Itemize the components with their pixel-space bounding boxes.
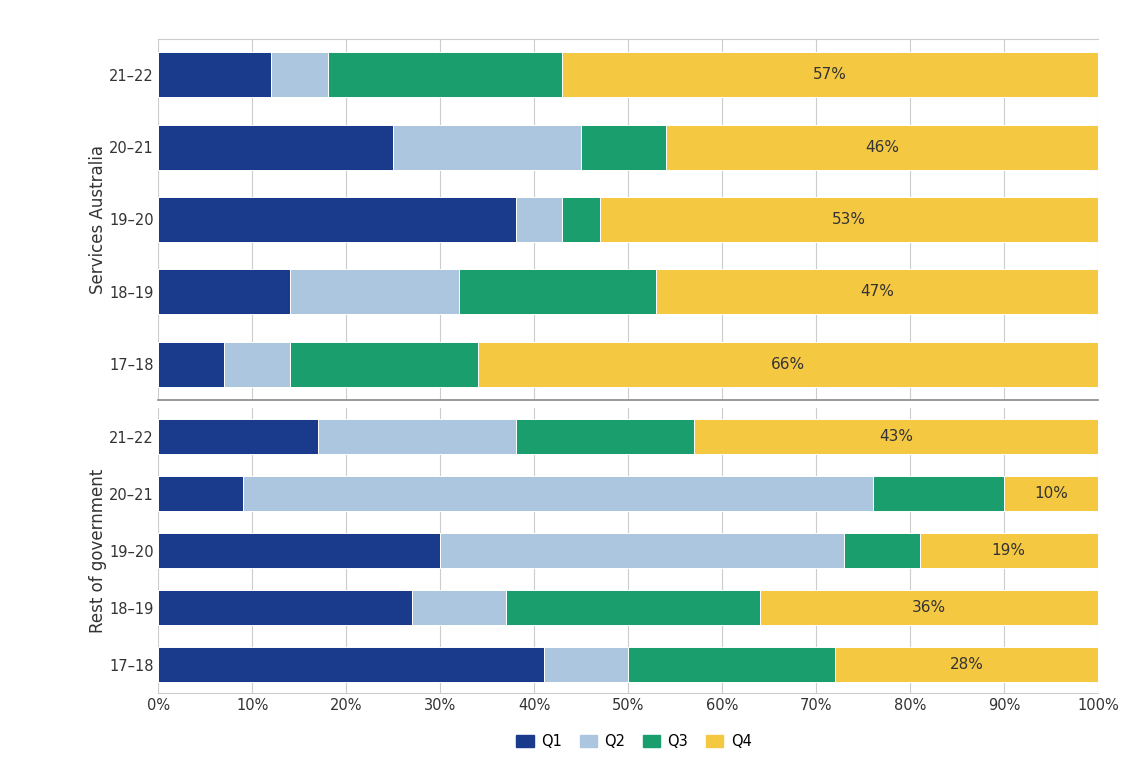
Bar <box>657 270 1098 314</box>
Bar <box>158 419 318 454</box>
Legend: Q1, Q2, Q3, Q4: Q1, Q2, Q3, Q4 <box>511 728 757 755</box>
Text: 47%: 47% <box>860 284 894 300</box>
Bar <box>412 590 506 625</box>
Bar <box>158 342 224 387</box>
Bar <box>873 476 1004 511</box>
Bar <box>563 52 1098 97</box>
Bar <box>224 342 290 387</box>
Bar <box>478 342 1098 387</box>
Bar <box>327 52 563 97</box>
Text: 43%: 43% <box>880 429 914 444</box>
Bar <box>919 533 1098 568</box>
Text: 10%: 10% <box>1035 486 1067 501</box>
Bar <box>515 419 694 454</box>
Text: 57%: 57% <box>813 67 847 82</box>
Bar <box>628 647 835 682</box>
Bar <box>158 476 243 511</box>
Bar <box>243 476 873 511</box>
Text: 19%: 19% <box>992 543 1026 558</box>
Bar <box>582 125 666 169</box>
Bar <box>694 419 1098 454</box>
Bar <box>1004 476 1098 511</box>
Bar <box>158 125 394 169</box>
Text: 36%: 36% <box>912 600 946 615</box>
Bar <box>394 125 582 169</box>
Bar <box>543 647 628 682</box>
Bar <box>158 533 440 568</box>
Bar <box>318 419 515 454</box>
Y-axis label: Services Australia: Services Australia <box>88 145 106 294</box>
Bar <box>515 197 563 242</box>
Bar <box>844 533 919 568</box>
Y-axis label: Rest of government: Rest of government <box>88 468 106 633</box>
Text: 28%: 28% <box>950 657 984 672</box>
Bar <box>600 197 1098 242</box>
Bar <box>158 270 290 314</box>
Bar <box>290 270 460 314</box>
Text: 53%: 53% <box>832 212 866 227</box>
Bar <box>158 590 412 625</box>
Bar <box>835 647 1098 682</box>
Bar <box>272 52 327 97</box>
Bar <box>158 197 515 242</box>
Bar <box>666 125 1098 169</box>
Bar <box>460 270 657 314</box>
Bar <box>440 533 844 568</box>
Bar <box>760 590 1098 625</box>
Bar <box>563 197 600 242</box>
Text: 66%: 66% <box>771 357 805 372</box>
Bar <box>158 52 272 97</box>
Bar <box>290 342 478 387</box>
Text: 46%: 46% <box>865 139 899 155</box>
Bar <box>158 647 543 682</box>
Bar <box>506 590 760 625</box>
